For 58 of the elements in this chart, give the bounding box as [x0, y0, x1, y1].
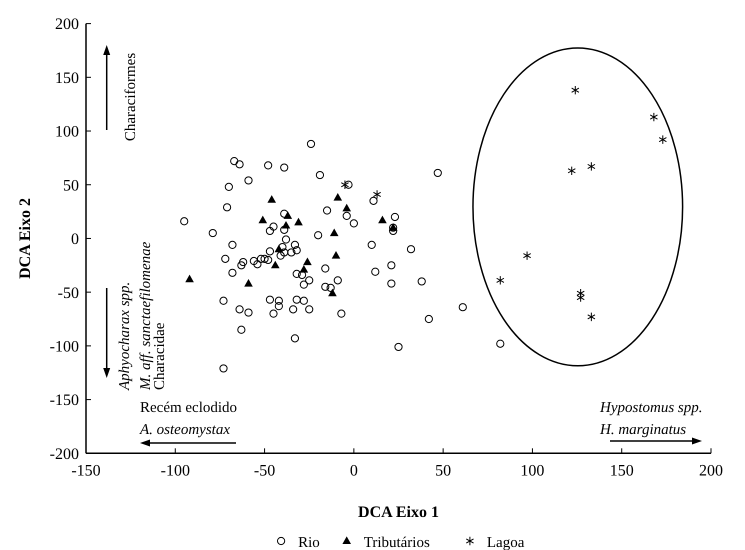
- point: [300, 265, 308, 273]
- point: [587, 162, 596, 172]
- annotation: Characiformes: [123, 52, 139, 142]
- point: [340, 180, 350, 190]
- annotation: Characidae: [152, 322, 168, 390]
- y-tick-label: -150: [50, 392, 79, 410]
- annotation: M. aff. sanctaefilomenae: [138, 241, 154, 391]
- point: [244, 278, 253, 287]
- y-tick-label: -100: [50, 338, 79, 356]
- annotation: A. osteomystax: [139, 422, 230, 438]
- x-tick-label: 200: [699, 462, 723, 480]
- x-tick-label: 150: [610, 462, 634, 480]
- x-tick-label: -50: [254, 462, 276, 480]
- y-tick-label: 100: [55, 124, 79, 141]
- y-tick-label: 50: [63, 177, 79, 194]
- x-tick-label: -100: [160, 462, 190, 480]
- point: [330, 228, 339, 236]
- point: [650, 112, 658, 122]
- point: [496, 276, 504, 286]
- y-tick-label: 150: [55, 70, 79, 87]
- point: [372, 190, 382, 200]
- point: [185, 274, 194, 282]
- y-tick-label: 0: [71, 231, 79, 248]
- point: [576, 288, 585, 298]
- y-tick-label: 200: [55, 16, 79, 34]
- point: [274, 244, 284, 252]
- x-axis-title: DCA Eixo 1: [358, 504, 439, 521]
- point: [258, 216, 268, 224]
- annotation: Recém eclodido: [140, 400, 238, 416]
- x-tick-label: 100: [520, 462, 544, 480]
- legend-label: Rio: [298, 535, 320, 550]
- point: [328, 288, 337, 296]
- point: [282, 220, 290, 229]
- legend-label: Lagoa: [486, 535, 525, 550]
- point: [576, 292, 585, 302]
- point: [568, 166, 576, 176]
- point: [333, 193, 342, 201]
- point: [332, 251, 340, 259]
- y-axis-title: DCA Eixo 2: [17, 198, 34, 279]
- x-tick-label: 0: [350, 462, 358, 480]
- point: [303, 257, 312, 266]
- y-tick-label: -200: [50, 446, 79, 463]
- point: [342, 204, 352, 212]
- y-tick-label: -50: [58, 284, 79, 302]
- point: [378, 216, 387, 224]
- legend-label: Tributários: [364, 535, 430, 550]
- point: [270, 260, 280, 268]
- x-tick-label: 50: [435, 462, 452, 480]
- point: [283, 211, 292, 219]
- point: [571, 86, 580, 95]
- point: [658, 134, 667, 144]
- annotation: Aphyocharax spp.: [117, 282, 133, 391]
- point: [294, 218, 303, 226]
- annotation: Hypostomus spp.: [599, 400, 703, 416]
- point: [587, 312, 596, 322]
- annotation: H. marginatus: [599, 422, 686, 438]
- point: [522, 250, 532, 260]
- point: [267, 195, 276, 203]
